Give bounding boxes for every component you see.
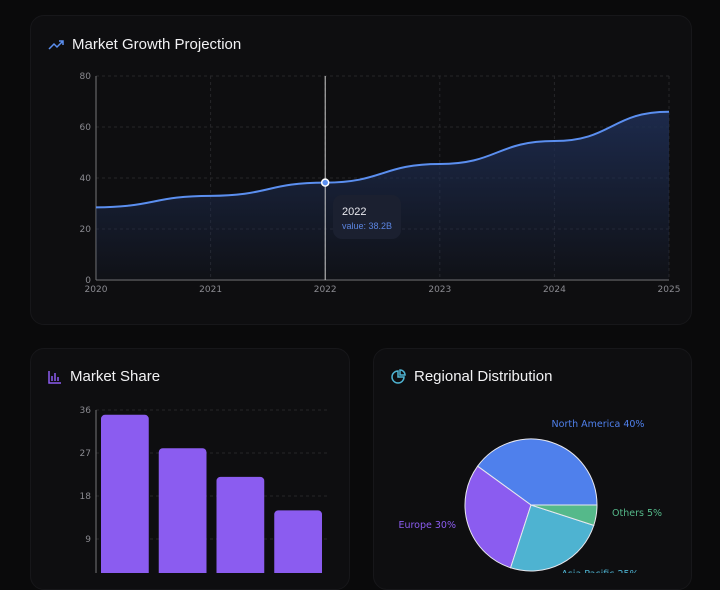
y-tick-label: 18 [80, 492, 92, 502]
bar [216, 476, 265, 573]
y-tick-label: 27 [80, 449, 91, 459]
bar [158, 448, 207, 573]
trending-up-icon [48, 39, 64, 50]
pie-label: Europe 30% [398, 520, 456, 531]
y-tick-label: 60 [80, 123, 92, 133]
x-tick-label: 2021 [199, 285, 222, 295]
pie-label: Others 5% [612, 508, 662, 519]
active-point [320, 178, 330, 187]
x-tick-label: 2020 [85, 285, 108, 295]
series-line [95, 110, 670, 209]
market-share-title: Market Share [48, 368, 160, 385]
y-tick-label: 80 [80, 72, 92, 82]
x-tick-label: 2024 [543, 285, 566, 295]
pie-slice [509, 504, 595, 572]
y-tick-label: 40 [80, 174, 92, 184]
growth-title: Market Growth Projection [48, 36, 241, 53]
charts-svg: 0 20 40 60 80 2020 2021 2022 2023 2024 2025 9 18 27 36… [80, 72, 681, 573]
pie-slice [476, 438, 598, 506]
pie-slice [530, 504, 598, 527]
y-tick-label: 9 [85, 535, 91, 545]
pie-label: North America 40% [552, 419, 645, 430]
y-tick-label: 20 [80, 225, 92, 235]
bar-chart-icon [48, 370, 61, 384]
x-tick-label: 2023 [428, 285, 451, 295]
regional-title: Regional Distribution [390, 368, 552, 385]
bar [274, 510, 322, 573]
x-tick-label: 2025 [658, 285, 681, 295]
y-tick-label: 0 [85, 276, 91, 286]
bar [101, 414, 149, 573]
x-tick-label: 2022 [314, 285, 337, 295]
pie-chart-icon [391, 368, 406, 384]
pie-slice [464, 465, 532, 569]
y-tick-label: 36 [80, 406, 92, 416]
pie-label: Asia Pacific 25% [561, 569, 638, 573]
chart-tooltip: 2022 value: 38.2B [333, 195, 401, 239]
